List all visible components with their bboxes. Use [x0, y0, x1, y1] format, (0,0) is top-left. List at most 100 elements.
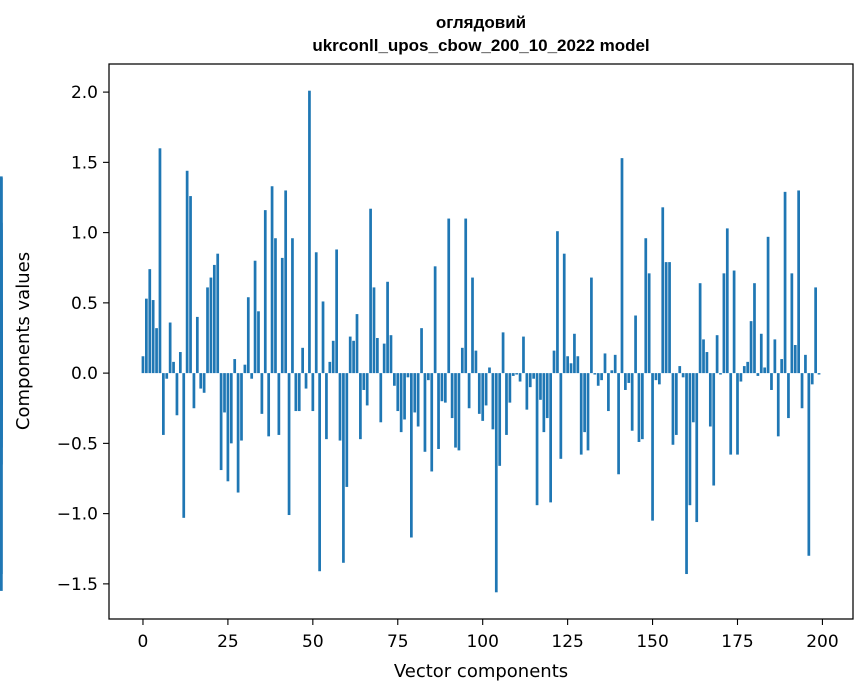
bar-137 [607, 373, 610, 412]
bar-undefined [0, 373, 3, 591]
bar-131 [586, 373, 590, 451]
bar-13 [185, 170, 189, 374]
bar-17 [199, 373, 203, 389]
bar-169 [715, 335, 719, 374]
bar-35 [260, 373, 264, 414]
bar-16 [195, 316, 199, 374]
bar-36 [263, 210, 267, 374]
bar-18 [202, 373, 206, 393]
bar-47 [301, 347, 304, 374]
bar-147 [641, 373, 644, 440]
bar-133 [593, 373, 597, 375]
bar-118 [542, 373, 546, 433]
bar-33 [253, 260, 257, 374]
bar-32 [250, 373, 254, 379]
bar-1 [145, 298, 148, 374]
bar-7 [165, 373, 169, 379]
bar-2 [148, 269, 152, 374]
bar-81 [416, 373, 420, 427]
bar-78 [406, 373, 410, 378]
bar-38 [270, 186, 274, 374]
bar-141 [620, 158, 624, 374]
y-tick-label: 2.0 [71, 83, 98, 103]
bar-157 [674, 373, 678, 435]
x-tick-label: 0 [138, 632, 149, 652]
x-axis: 0 25 50 75 100 125 150 175 200 [138, 619, 839, 652]
bar-195 [804, 354, 807, 374]
bar-149 [647, 273, 651, 374]
bar-67 [369, 208, 372, 374]
bar-73 [389, 335, 393, 374]
bar-187 [776, 373, 780, 437]
bar-50 [311, 373, 315, 412]
bar-168 [712, 373, 716, 486]
plot-area [0, 63, 854, 620]
y-axis-label: Components values [13, 252, 34, 430]
bar-120 [549, 373, 552, 503]
bar-138 [610, 370, 614, 374]
bar-148 [644, 238, 648, 374]
y-tick-label: 1.5 [71, 153, 98, 173]
bar-97 [471, 277, 474, 374]
bar-113 [525, 373, 529, 410]
bar-110 [515, 373, 519, 375]
bar-182 [759, 333, 763, 374]
bar-185 [770, 373, 773, 390]
bar-144 [630, 373, 634, 431]
bar-100 [481, 373, 485, 421]
bar-143 [627, 373, 631, 383]
bar-177 [742, 366, 746, 374]
bar-191 [790, 273, 794, 374]
bar-135 [600, 373, 603, 381]
bar-106 [501, 332, 505, 374]
bar-77 [403, 373, 406, 420]
bar-79 [410, 373, 413, 538]
bar-42 [284, 190, 288, 374]
bar-162 [691, 373, 695, 423]
bar-83 [423, 373, 427, 452]
bar-146 [637, 373, 641, 442]
bar-58 [338, 373, 342, 441]
bar-72 [386, 281, 389, 374]
bar-9 [172, 361, 175, 374]
bar-46 [297, 373, 301, 412]
bar-44 [291, 238, 294, 374]
bar-93 [457, 373, 461, 451]
bar-104 [494, 373, 498, 593]
y-tick-label: 0.5 [71, 294, 98, 314]
bar-101 [484, 373, 488, 406]
bar-166 [705, 352, 709, 374]
bar-37 [267, 373, 271, 437]
bar-undefined [0, 332, 3, 374]
bar-184 [766, 236, 770, 374]
bar-84 [426, 373, 430, 381]
bar-80 [413, 373, 417, 413]
bar-129 [579, 373, 583, 455]
bar-63 [355, 314, 359, 374]
x-tick-label: 100 [466, 632, 498, 652]
bar-105 [498, 373, 502, 466]
bar-41 [280, 257, 284, 374]
bar-152 [658, 373, 661, 385]
bar-54 [325, 373, 328, 440]
bar-24 [223, 373, 226, 413]
bar-23 [219, 373, 223, 471]
bar-112 [522, 336, 525, 374]
bar-107 [505, 373, 508, 435]
bar-172 [725, 228, 729, 374]
bar-178 [746, 361, 750, 374]
bar-108 [508, 373, 512, 403]
bar-6 [162, 373, 165, 435]
bar-134 [596, 373, 600, 386]
bar-179 [749, 321, 753, 374]
bar-89 [443, 373, 447, 403]
bar-196 [807, 373, 811, 556]
bar-130 [583, 373, 586, 433]
bar-180 [753, 283, 756, 374]
bar-96 [467, 373, 471, 409]
bar-69 [376, 337, 379, 374]
bar-159 [681, 373, 685, 378]
chart-subtitle: ukrconll_upos_cbow_200_10_2022 model [312, 36, 649, 55]
bar-199 [817, 373, 821, 375]
